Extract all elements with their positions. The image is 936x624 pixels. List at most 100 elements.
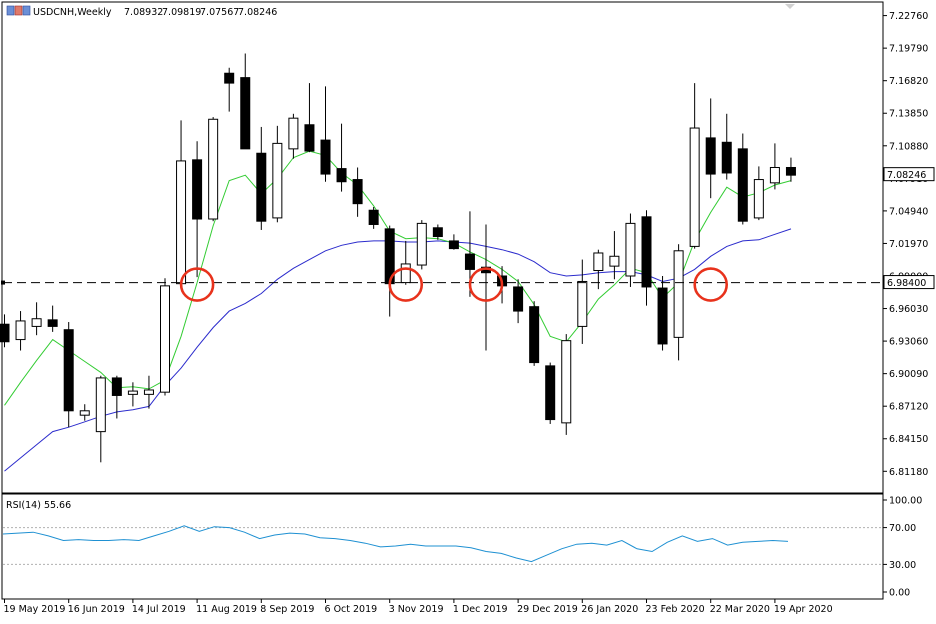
candle xyxy=(368,206,379,229)
current-price-label: 7.08246 xyxy=(887,170,926,181)
rsi-plot-frame xyxy=(1,493,884,600)
candle xyxy=(47,305,58,332)
candle xyxy=(721,113,732,180)
candle xyxy=(689,83,700,249)
candle xyxy=(111,375,122,419)
date-tick-label: 1 Dec 2019 xyxy=(453,604,508,615)
candle xyxy=(336,123,347,192)
candle xyxy=(641,210,652,306)
low-value: 7.07567 xyxy=(200,7,239,18)
rsi-line xyxy=(2,525,789,563)
candle-body xyxy=(529,306,540,364)
candle xyxy=(609,231,620,280)
candle xyxy=(705,98,716,199)
date-tick-label: 6 Oct 2019 xyxy=(325,604,378,615)
candle xyxy=(448,234,459,250)
shift-marker[interactable] xyxy=(785,4,795,9)
candle xyxy=(432,224,443,240)
candle xyxy=(737,133,748,225)
candle-body xyxy=(561,340,572,424)
candle xyxy=(127,382,138,407)
candle xyxy=(224,67,235,112)
candle-body xyxy=(176,160,187,285)
candle xyxy=(288,113,299,159)
slow-ma-line xyxy=(4,228,792,472)
candle-body xyxy=(79,410,90,416)
candle-body xyxy=(513,286,524,312)
current-price-label-box xyxy=(883,167,935,182)
candle-body xyxy=(111,377,122,396)
candle-body xyxy=(160,285,170,393)
candle-body xyxy=(432,227,443,238)
date-tick-label: 11 Aug 2019 xyxy=(196,604,257,615)
candle xyxy=(352,167,363,217)
candle-body xyxy=(208,118,219,220)
candle xyxy=(657,275,668,351)
candle-body xyxy=(737,148,748,222)
highlight-circle xyxy=(179,267,215,302)
date-axis: 19 May 2019 16 Jun 2019 14 Jul 2019 11 Aug … xyxy=(4,599,833,615)
candle xyxy=(753,166,764,221)
candle xyxy=(416,220,427,270)
candle xyxy=(320,86,331,182)
candle-body xyxy=(240,77,251,150)
rsi-tick-label: 70.00 xyxy=(889,523,916,534)
candle xyxy=(160,278,170,396)
open-value: 7.08932 xyxy=(124,7,163,18)
candle-body xyxy=(400,263,411,284)
date-tick-label: 29 Dec 2019 xyxy=(517,604,578,615)
date-tick-label: 8 Sep 2019 xyxy=(260,604,314,615)
candle xyxy=(577,259,588,344)
candle-body xyxy=(577,280,588,327)
candle xyxy=(63,322,74,428)
candle xyxy=(256,126,267,230)
main-plot-frame xyxy=(1,1,884,494)
rsi-axis: 100.00 70.00 30.00 0.00 xyxy=(3,496,922,599)
date-tick-label: 3 Nov 2019 xyxy=(389,604,444,615)
highlight-circle xyxy=(693,267,729,302)
candle-body xyxy=(785,166,796,176)
price-badges: 7.08246 6.98400 xyxy=(883,167,935,290)
rsi-tick-label: 100.00 xyxy=(889,496,922,507)
price-tick-label: 6.84150 xyxy=(889,434,928,445)
candle-body xyxy=(143,389,154,395)
candle-body xyxy=(368,209,379,225)
candle xyxy=(769,143,780,190)
candle xyxy=(400,240,411,285)
candle-body xyxy=(352,179,363,205)
candle-body xyxy=(320,139,331,175)
level-price-label-box xyxy=(883,275,935,290)
candle-body xyxy=(721,141,732,174)
candle-body xyxy=(689,127,700,247)
price-tick-label: 6.96030 xyxy=(889,304,928,315)
date-tick-label: 19 Apr 2020 xyxy=(774,604,833,615)
date-tick-label: 26 Jan 2020 xyxy=(581,604,638,615)
price-tick-label: 6.87120 xyxy=(889,402,928,413)
candle xyxy=(272,125,283,223)
candle-body xyxy=(625,222,636,277)
candle xyxy=(79,404,90,421)
candle-body xyxy=(63,329,74,412)
level-handle xyxy=(1,280,5,285)
candle xyxy=(208,117,219,222)
high-value: 7.09819 xyxy=(162,7,201,18)
candle-body xyxy=(448,240,459,250)
candle-body xyxy=(0,323,10,343)
candle-body xyxy=(304,124,315,152)
candle xyxy=(240,53,251,150)
candle xyxy=(15,311,26,351)
candle-body xyxy=(609,255,620,267)
price-tick-label: 7.01970 xyxy=(889,239,928,250)
price-tick-label: 7.10880 xyxy=(889,141,928,152)
highlight-circle xyxy=(468,267,504,302)
rsi-tick-label: 30.00 xyxy=(889,560,916,571)
candle-body xyxy=(31,318,42,327)
rsi-tick-label: 0.00 xyxy=(889,588,910,599)
candle-body xyxy=(705,137,716,175)
candle xyxy=(513,279,524,324)
price-tick-label: 6.90090 xyxy=(889,369,928,380)
horizontal-level[interactable] xyxy=(1,280,883,285)
price-tick-label: 7.04940 xyxy=(889,206,928,217)
